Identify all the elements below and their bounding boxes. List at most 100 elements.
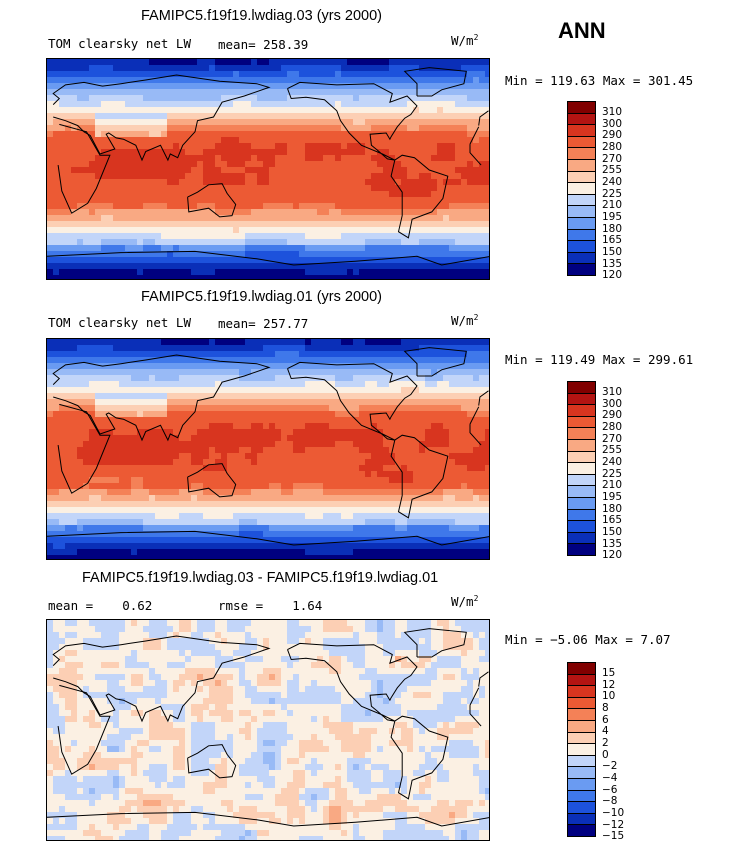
field-cell — [437, 191, 444, 198]
field-cell — [65, 101, 72, 108]
field-cell — [413, 369, 420, 376]
field-cell — [485, 101, 489, 108]
field-cell — [47, 411, 54, 418]
field-cell — [401, 393, 408, 400]
field-cell — [455, 345, 462, 352]
field-cell — [119, 257, 126, 264]
field-cell — [203, 155, 210, 162]
field-cell — [395, 339, 402, 346]
field-cell — [281, 239, 288, 246]
field-cell — [215, 89, 222, 96]
field-cell — [107, 101, 114, 108]
field-cell — [95, 155, 102, 162]
field-cell — [437, 107, 444, 114]
field-cell — [173, 345, 180, 352]
field-cell — [335, 173, 342, 180]
field-cell — [401, 399, 408, 406]
field-cell — [83, 245, 90, 252]
field-cell — [383, 113, 390, 120]
field-cell — [137, 345, 144, 352]
field-cell — [455, 209, 462, 216]
field-cell — [95, 209, 102, 216]
field-cell — [383, 423, 390, 430]
field-cell — [77, 155, 84, 162]
field-cell — [113, 465, 120, 472]
field-cell — [419, 381, 426, 388]
field-cell — [71, 387, 78, 394]
field-cell — [95, 239, 102, 246]
field-cell — [353, 429, 360, 436]
field-cell — [353, 275, 360, 279]
field-cell — [167, 269, 174, 276]
field-cell — [407, 495, 414, 502]
field-cell — [209, 453, 216, 460]
field-cell — [287, 185, 294, 192]
field-cell — [461, 477, 468, 484]
field-cell — [323, 345, 330, 352]
field-cell — [287, 435, 294, 442]
field-cell — [197, 369, 204, 376]
field-cell — [65, 513, 72, 520]
field-cell — [473, 275, 480, 279]
field-cell — [89, 155, 96, 162]
field-cell — [233, 191, 240, 198]
field-cell — [137, 489, 144, 496]
field-cell — [251, 471, 258, 478]
field-cell — [437, 417, 444, 424]
field-cell — [185, 447, 192, 454]
field-cell — [287, 179, 294, 186]
field-cell — [329, 203, 336, 210]
field-cell — [221, 501, 228, 508]
field-cell — [119, 375, 126, 382]
field-cell — [425, 65, 432, 72]
field-cell — [59, 95, 66, 102]
field-cell — [47, 173, 54, 180]
field-cell — [371, 137, 378, 144]
field-cell — [101, 477, 108, 484]
field-cell — [323, 263, 330, 270]
field-cell — [95, 453, 102, 460]
field-cell — [155, 399, 162, 406]
field-cell — [209, 441, 216, 448]
field-cell — [227, 423, 234, 430]
field-cell — [479, 405, 486, 412]
field-cell — [155, 161, 162, 168]
field-cell — [239, 429, 246, 436]
field-cell — [197, 89, 204, 96]
field-cell — [179, 399, 186, 406]
field-cell — [107, 429, 114, 436]
field-cell — [365, 197, 372, 204]
field-cell — [215, 137, 222, 144]
field-cell — [221, 215, 228, 222]
field-cell — [71, 65, 78, 72]
field-cell — [107, 143, 114, 150]
field-cell — [251, 215, 258, 222]
field-cell — [161, 173, 168, 180]
field-cell — [95, 203, 102, 210]
field-cell — [233, 459, 240, 466]
field-cell — [125, 107, 132, 114]
field-cell — [407, 411, 414, 418]
field-cell — [119, 209, 126, 216]
field-cell — [353, 411, 360, 418]
panel-1-map-svg — [47, 59, 489, 279]
field-cell — [59, 387, 66, 394]
field-cell — [401, 387, 408, 394]
field-cell — [431, 459, 438, 466]
field-cell — [377, 339, 384, 346]
field-cell — [437, 501, 444, 508]
field-cell — [221, 441, 228, 448]
field-cell — [269, 345, 276, 352]
field-cell — [89, 447, 96, 454]
field-cell — [455, 155, 462, 162]
field-cell — [365, 495, 372, 502]
field-cell — [257, 233, 264, 240]
field-cell — [47, 89, 54, 96]
field-cell — [53, 459, 60, 466]
field-cell — [167, 83, 174, 90]
field-cell — [419, 245, 426, 252]
field-cell — [215, 107, 222, 114]
field-cell — [131, 77, 138, 84]
field-cell — [305, 101, 312, 108]
field-cell — [113, 113, 120, 120]
